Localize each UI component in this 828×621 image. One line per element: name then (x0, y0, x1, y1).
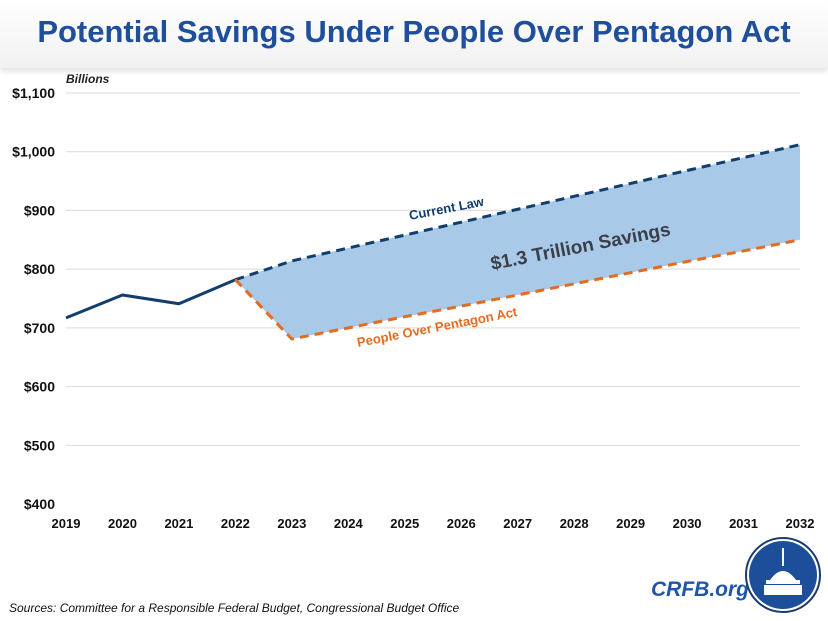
series-line-people-over-pentagon-act (234, 238, 801, 341)
x-tick-label: 2022 (221, 516, 250, 531)
title-bar (0, 0, 828, 68)
x-tick-label: 2025 (390, 516, 419, 531)
y-tick-label: $700 (24, 320, 55, 336)
y-axis-label: Billions (66, 72, 110, 86)
series-line-current-law (234, 143, 801, 282)
chart-title: Potential Savings Under People Over Pent… (37, 14, 791, 49)
y-tick-label: $800 (24, 261, 55, 277)
x-tick-label: 2031 (729, 516, 758, 531)
x-tick-label: 2023 (277, 516, 306, 531)
y-tick-label: $1,100 (12, 85, 55, 101)
x-tick-label: 2027 (503, 516, 532, 531)
crfb-link[interactable]: CRFB.org (651, 578, 749, 601)
x-tick-label: 2020 (108, 516, 137, 531)
y-tick-labels: $400 $500 $600 $700 $800 $900 $1,000 $1,100 (12, 85, 55, 512)
y-tick-label: $1,000 (12, 144, 55, 160)
x-tick-label: 2026 (447, 516, 476, 531)
y-tick-label: $900 (24, 202, 55, 218)
x-tick-label: 2024 (334, 516, 364, 531)
y-tick-label: $500 (24, 437, 55, 453)
x-tick-label: 2019 (52, 516, 81, 531)
savings-area (235, 144, 800, 340)
x-tick-label: 2030 (673, 516, 702, 531)
x-tick-labels: 2019 2020 2021 2022 2023 2024 2025 2026 2027 2028… (52, 516, 815, 531)
sources-note: Sources: Committee for a Responsible Fed… (9, 601, 460, 615)
y-tick-label: $400 (24, 496, 55, 512)
x-tick-label: 2028 (560, 516, 589, 531)
x-tick-label: 2032 (786, 516, 815, 531)
series-line-historical (65, 278, 236, 320)
y-tick-label: $600 (24, 379, 55, 395)
x-tick-label: 2021 (164, 516, 193, 531)
x-tick-label: 2029 (616, 516, 645, 531)
gridlines (66, 92, 800, 446)
capitol-logo-icon (745, 537, 821, 613)
chart-marks (65, 143, 801, 341)
